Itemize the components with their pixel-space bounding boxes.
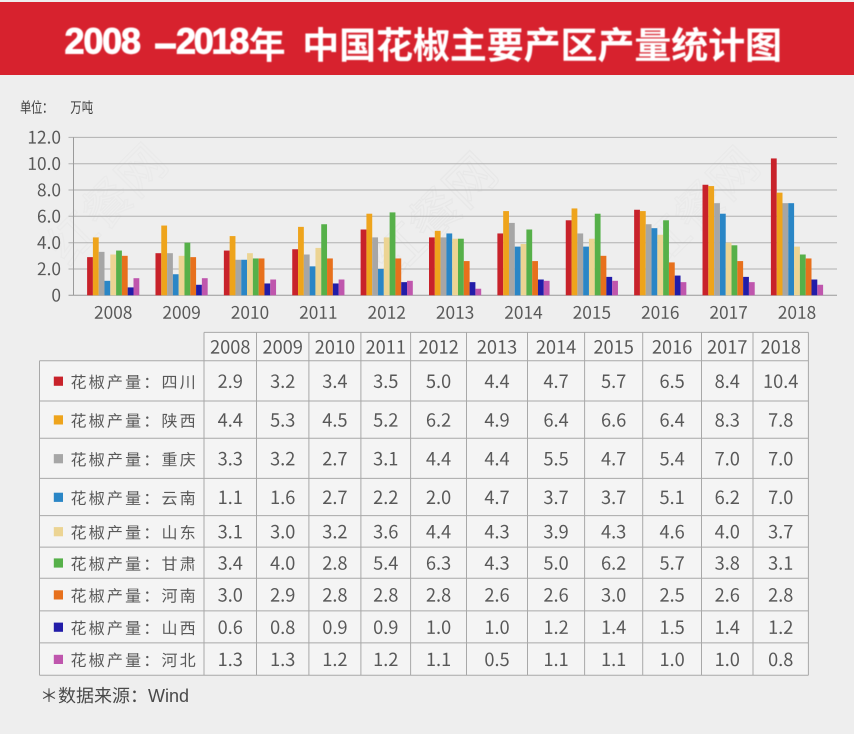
svg-text:2018: 2018 [176, 21, 248, 62]
svg-text:Wind: Wind [148, 686, 189, 706]
svg-text:2008: 2008 [65, 21, 140, 62]
